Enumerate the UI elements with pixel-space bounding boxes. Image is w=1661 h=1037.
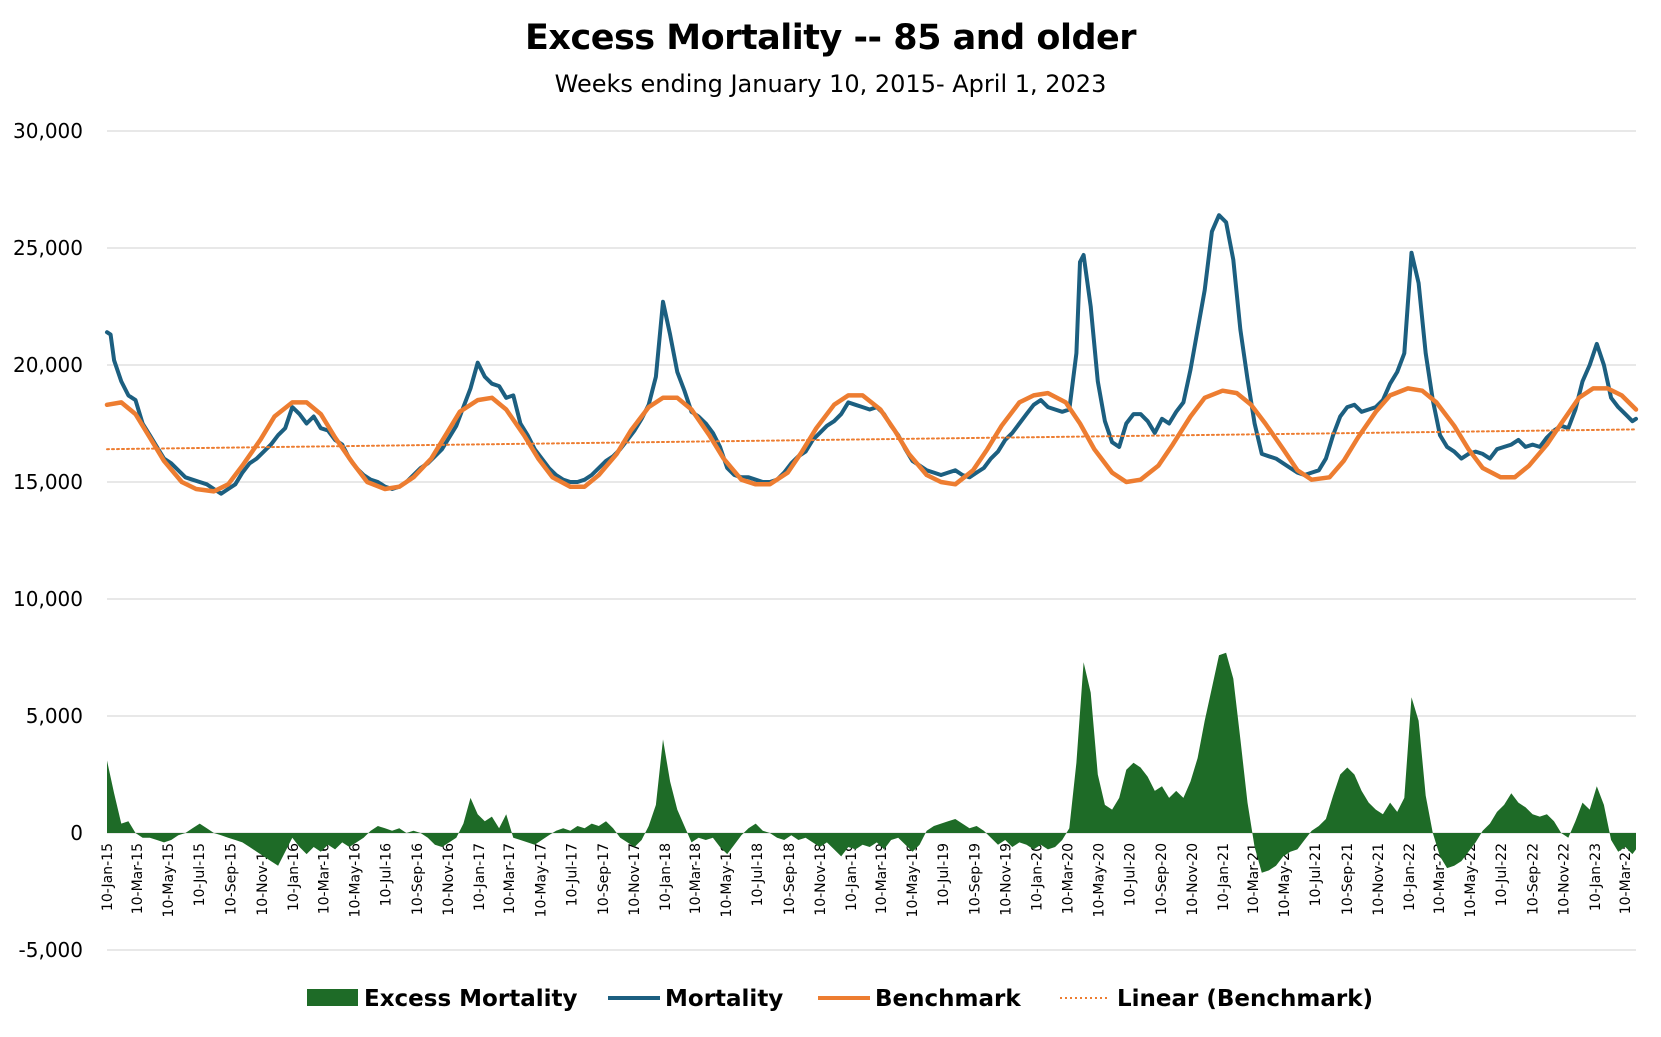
x-tick-label: 10-Mar-16 xyxy=(316,843,332,914)
x-tick-label: 10-May-20 xyxy=(1091,843,1107,917)
x-tick-label: 10-Nov-18 xyxy=(813,843,829,916)
y-tick-label: -5,000 xyxy=(19,938,83,962)
x-tick-label: 10-May-17 xyxy=(533,843,549,917)
legend-label: Mortality xyxy=(665,986,783,1012)
x-tick-label: 10-Sep-21 xyxy=(1340,843,1356,915)
x-tick-label: 10-May-18 xyxy=(719,843,735,917)
x-tick-label: 10-Jan-22 xyxy=(1402,843,1418,911)
legend-label: Excess Mortality xyxy=(364,986,577,1012)
y-tick-label: 25,000 xyxy=(13,236,83,260)
legend-label: Benchmark xyxy=(875,986,1021,1012)
linear-benchmark-line xyxy=(106,428,1637,451)
legend-label: Linear (Benchmark) xyxy=(1117,986,1373,1012)
y-tick-label: 15,000 xyxy=(13,470,83,494)
x-tick-label: 10-Sep-17 xyxy=(596,843,612,915)
x-tick-label: 10-Nov-20 xyxy=(1185,843,1201,916)
x-tick-label: 10-Jan-18 xyxy=(658,843,674,911)
x-tick-label: 10-Jul-21 xyxy=(1308,843,1324,906)
x-tick-label: 10-Mar-21 xyxy=(1246,843,1262,914)
x-tick-label: 10-Nov-16 xyxy=(441,843,457,916)
x-tick-label: 10-Jul-19 xyxy=(936,843,952,906)
x-tick-label: 10-Mar-23 xyxy=(1618,843,1634,914)
x-tick-label: 10-Nov-22 xyxy=(1557,843,1573,916)
chart-title: Excess Mortality -- 85 and older xyxy=(524,18,1137,58)
legend-item: Mortality xyxy=(608,986,783,1012)
x-tick-label: 10-May-15 xyxy=(161,843,177,917)
chart-subtitle: Weeks ending January 10, 2015- April 1, … xyxy=(554,70,1107,98)
x-tick-label: 10-Mar-19 xyxy=(874,843,890,914)
x-tick-label: 10-Jul-18 xyxy=(750,843,766,906)
y-tick-label: 20,000 xyxy=(13,353,83,377)
x-tick-label: 10-Jul-17 xyxy=(564,843,580,906)
x-tick-label: 10-Mar-20 xyxy=(1060,843,1076,914)
x-tick-label: 10-Nov-19 xyxy=(999,843,1015,916)
x-tick-label: 10-Nov-21 xyxy=(1371,843,1387,916)
y-tick-label: 5,000 xyxy=(26,704,83,728)
x-tick-label: 10-May-16 xyxy=(347,843,363,918)
x-tick-label: 10-Jan-17 xyxy=(472,843,488,911)
x-tick-label: 10-Jan-23 xyxy=(1588,843,1604,911)
x-tick-label: 10-May-19 xyxy=(905,843,921,917)
x-tick-label: 10-Jan-19 xyxy=(844,843,860,911)
x-tick-label: 10-Jul-15 xyxy=(192,843,208,906)
excess-mortality-area xyxy=(107,652,1636,873)
x-tick-label: 10-Sep-22 xyxy=(1526,843,1542,915)
x-tick-label: 10-Jul-22 xyxy=(1494,843,1510,906)
x-tick-label: 10-Jan-20 xyxy=(1030,843,1046,911)
x-tick-label: 10-Mar-18 xyxy=(688,843,704,914)
x-tick-label: 10-Jan-15 xyxy=(100,843,116,911)
y-tick-label: 30,000 xyxy=(13,119,83,143)
mortality-line xyxy=(105,213,1638,496)
y-tick-label: 0 xyxy=(70,821,83,845)
y-tick-label: 10,000 xyxy=(13,587,83,611)
x-tick-label: 10-May-22 xyxy=(1463,843,1479,917)
x-tick-label: 10-Sep-16 xyxy=(410,843,426,915)
x-tick-label: 10-Jan-16 xyxy=(286,843,302,911)
x-tick-label: 10-Nov-17 xyxy=(627,843,643,916)
benchmark-line xyxy=(104,386,1639,494)
x-tick-label: 10-Nov-15 xyxy=(255,843,271,916)
x-tick-label: 10-May-21 xyxy=(1277,843,1293,917)
legend-item: Excess Mortality xyxy=(307,986,577,1012)
legend-item: Linear (Benchmark) xyxy=(1060,986,1373,1012)
x-tick-label: 10-Jul-16 xyxy=(379,843,395,906)
x-tick-label: 10-Sep-20 xyxy=(1154,843,1170,915)
x-tick-label: 10-Sep-18 xyxy=(782,843,798,915)
x-tick-label: 10-Sep-19 xyxy=(968,843,984,915)
x-tick-label: 10-Sep-15 xyxy=(224,843,240,915)
legend-item: Benchmark xyxy=(818,986,1021,1012)
x-tick-label: 10-Jan-21 xyxy=(1216,843,1232,911)
x-tick-label: 10-Jul-20 xyxy=(1122,843,1138,906)
legend-swatch xyxy=(307,989,358,1006)
x-tick-label: 10-Mar-15 xyxy=(130,843,146,914)
x-tick-label: 10-Mar-17 xyxy=(502,843,518,914)
